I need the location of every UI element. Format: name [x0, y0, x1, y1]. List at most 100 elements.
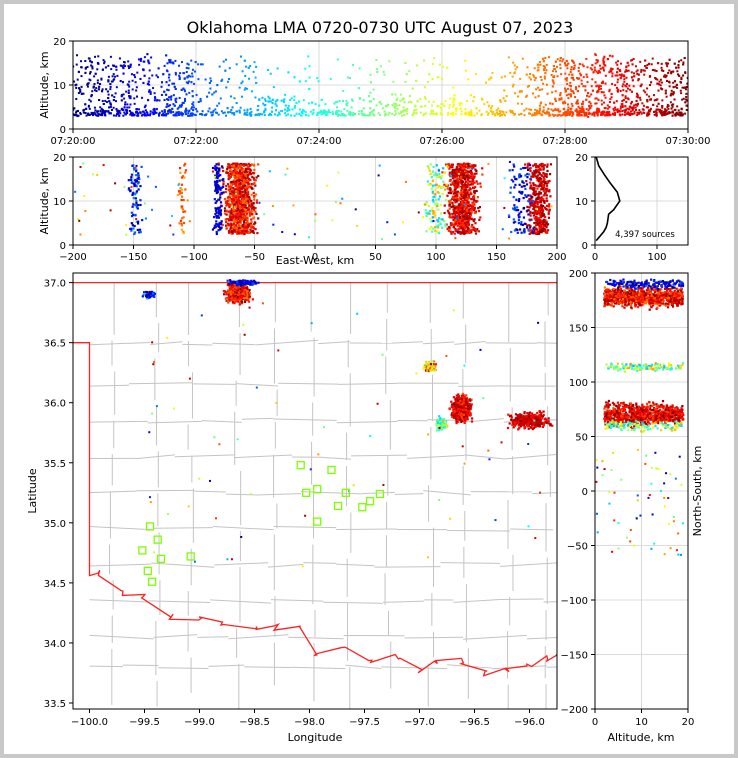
time-altitude-point: [348, 113, 351, 116]
time-altitude-point: [567, 97, 570, 100]
ew-point: [458, 168, 461, 171]
time-altitude-point: [275, 109, 278, 112]
ew-point: [534, 168, 538, 172]
time-altitude-point: [170, 98, 173, 101]
time-altitude-point: [646, 64, 649, 67]
time-altitude-point: [289, 99, 292, 102]
time-altitude-point: [465, 69, 468, 72]
time-altitude-point: [440, 113, 443, 116]
time-altitude-point: [679, 113, 682, 116]
time-altitude-point: [623, 80, 626, 83]
time-altitude-point: [624, 84, 627, 87]
time-altitude-point: [663, 113, 666, 116]
ew-point: [245, 206, 248, 210]
time-altitude-point: [222, 60, 225, 63]
time-altitude-point: [129, 103, 132, 106]
ew-point: [232, 199, 235, 202]
ew-point: [216, 184, 220, 187]
time-altitude-point: [674, 80, 677, 83]
time-altitude-point: [174, 87, 177, 90]
ew-point: [462, 213, 465, 216]
time-altitude-point: [616, 60, 619, 63]
ew-point: [425, 230, 428, 233]
time-altitude-point: [387, 103, 390, 106]
time-altitude-point: [122, 114, 125, 117]
time-altitude-point: [190, 114, 193, 117]
time-altitude-point: [185, 113, 188, 116]
time-altitude-point: [101, 68, 104, 71]
ew-point: [217, 206, 220, 209]
time-altitude-point: [565, 113, 568, 116]
time-altitude-point: [276, 67, 279, 70]
ew-point: [456, 190, 459, 193]
time-altitude-point: [178, 64, 181, 67]
ew-point: [238, 211, 241, 214]
time-altitude-point: [97, 62, 100, 65]
ew-point: [239, 162, 243, 166]
time-altitude-point: [167, 76, 170, 79]
ew-point: [444, 225, 447, 228]
time-altitude-point: [211, 111, 214, 114]
time-altitude-point: [624, 95, 627, 98]
ew-point: [248, 213, 252, 216]
time-altitude-point: [665, 74, 668, 77]
time-altitude-point: [285, 114, 288, 117]
ew-point: [233, 220, 236, 223]
time-altitude-point: [98, 85, 101, 88]
time-altitude-point: [656, 105, 659, 108]
time-altitude-point: [370, 110, 373, 113]
ew-point: [454, 218, 458, 221]
time-altitude-point: [107, 64, 110, 67]
ew-point: [526, 166, 529, 169]
time-altitude-point: [578, 63, 581, 66]
time-altitude-point: [223, 111, 226, 114]
time-altitude-point: [660, 62, 663, 65]
ew-point: [241, 185, 245, 188]
time-altitude-point: [166, 70, 169, 73]
ew-point: [238, 209, 241, 212]
ew-point: [244, 217, 247, 220]
time-altitude-point: [222, 112, 225, 115]
ew-point: [220, 191, 223, 194]
time-altitude-point: [616, 71, 619, 74]
ew-point: [245, 186, 248, 190]
ew-point: [237, 203, 240, 206]
time-altitude-point: [558, 98, 561, 101]
ew-point: [232, 179, 235, 182]
time-altitude-point: [618, 110, 621, 113]
time-altitude-point: [368, 100, 371, 103]
ew-point: [214, 212, 217, 216]
ew-point: [134, 179, 137, 182]
time-altitude-point: [550, 74, 553, 77]
time-altitude-point: [170, 61, 173, 64]
time-altitude-point: [594, 102, 597, 105]
ew-point: [536, 203, 539, 206]
ew-point: [531, 201, 534, 205]
time-altitude-point: [146, 82, 149, 85]
ew-point: [245, 212, 249, 215]
time-altitude-point: [361, 110, 364, 113]
time-altitude-point: [616, 74, 619, 77]
ew-point: [454, 198, 457, 201]
ew-point: [455, 211, 458, 215]
time-altitude-point: [559, 114, 562, 117]
time-altitude-point: [602, 57, 605, 60]
time-altitude-point: [82, 109, 85, 112]
time-altitude-point: [173, 104, 176, 107]
ew-point: [133, 231, 137, 234]
time-altitude-point: [611, 75, 614, 78]
time-altitude-point: [659, 78, 662, 81]
time-altitude-point: [556, 114, 559, 117]
time-altitude-point: [556, 75, 559, 78]
time-altitude-point: [131, 112, 134, 115]
time-altitude-point: [345, 103, 348, 106]
time-altitude-point: [119, 80, 122, 83]
time-altitude-point: [547, 56, 550, 59]
ew-point: [136, 174, 139, 177]
ew-point: [466, 227, 470, 230]
ew-point: [247, 173, 251, 176]
time-altitude-point: [614, 106, 617, 109]
ew-point: [130, 222, 133, 225]
time-altitude-point: [615, 61, 618, 64]
time-altitude-point: [113, 75, 116, 78]
